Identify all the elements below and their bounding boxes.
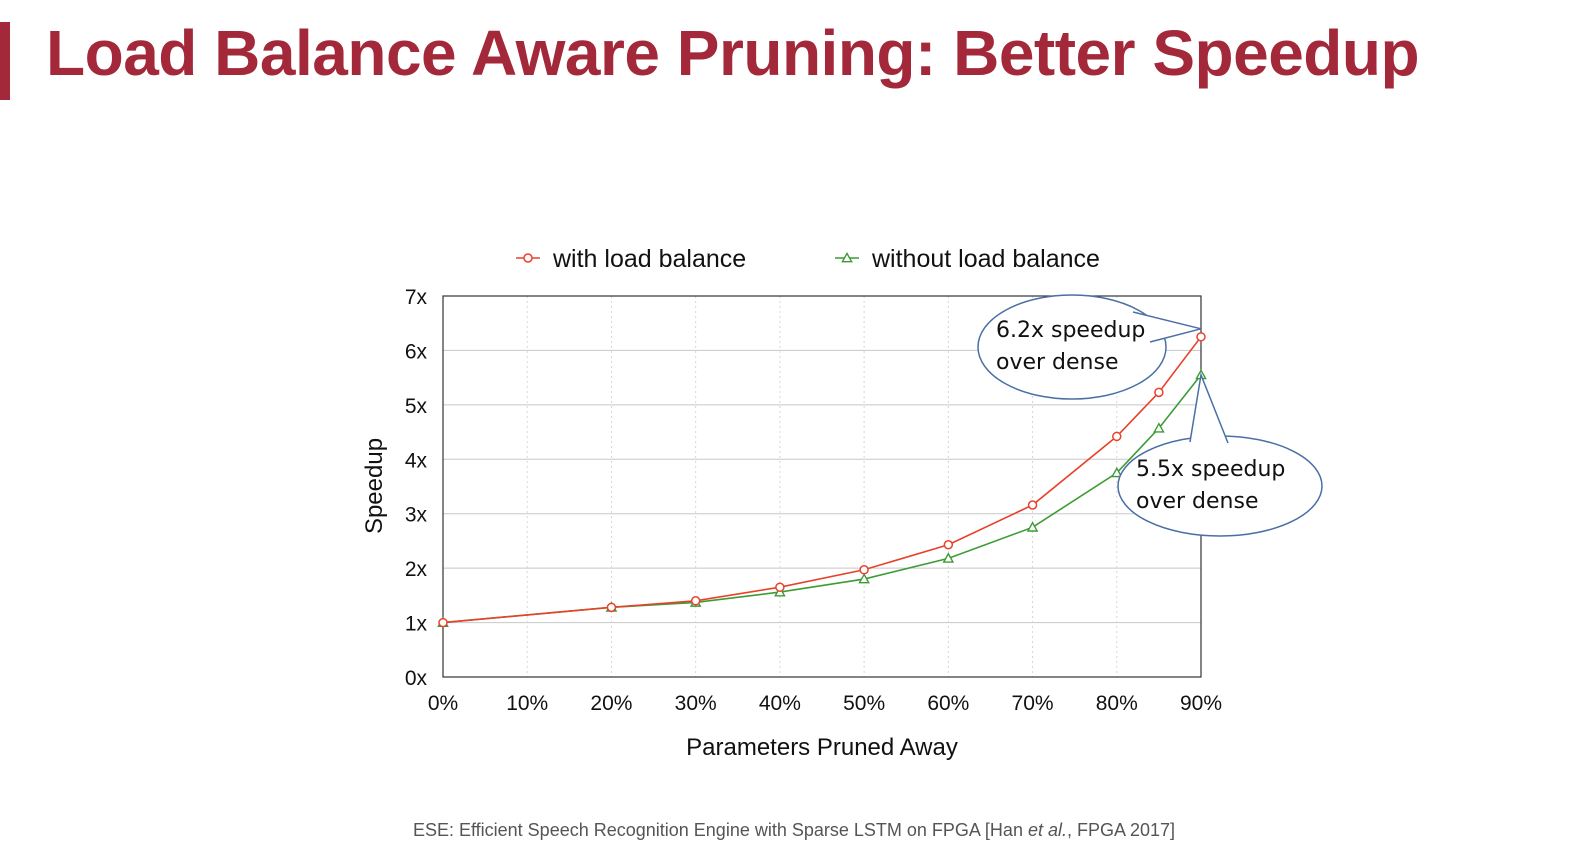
- data-point: [859, 565, 869, 575]
- data-point: [1153, 422, 1165, 433]
- axis-ticks: 0x 1x 2x 3x 4x 5x 6x 7x 0% 10% 20% 30% 40% 50% 60% 70% 8…: [405, 286, 1222, 715]
- x-tick-label: 90%: [1180, 692, 1222, 715]
- legend-item: with load balance: [516, 245, 746, 273]
- callout-pointer: [1132, 311, 1202, 343]
- y-axis-label: Speedup: [361, 438, 388, 534]
- callout-pointer: [1189, 372, 1229, 444]
- x-tick-label: 40%: [759, 692, 801, 715]
- data-point: [943, 539, 954, 550]
- data-point: [1027, 500, 1038, 510]
- y-tick-label: 0x: [405, 667, 428, 690]
- x-tick-label: 80%: [1096, 692, 1138, 715]
- x-tick-label: 10%: [506, 692, 548, 715]
- citation-text: ESE: Efficient Speech Recognition Engine…: [412, 820, 1028, 840]
- data-point: [1196, 332, 1206, 342]
- callout-bubble: [1117, 435, 1323, 537]
- callout-text: over dense: [996, 350, 1119, 375]
- x-tick-label: 50%: [843, 692, 885, 715]
- legend-label: with load balance: [552, 245, 746, 273]
- chart-series: [437, 332, 1207, 628]
- data-point: [1154, 387, 1164, 398]
- data-point: [438, 617, 448, 628]
- callout-text: over dense: [1136, 489, 1259, 514]
- speedup-callout: 5.5x speedup over dense: [1117, 372, 1323, 537]
- y-tick-label: 6x: [405, 340, 428, 363]
- data-point: [942, 552, 955, 563]
- y-tick-label: 5x: [405, 395, 428, 418]
- series-line: [442, 374, 1202, 624]
- y-tick-label: 7x: [405, 286, 428, 309]
- citation-italic: et al.: [1027, 820, 1067, 840]
- x-tick-label: 0%: [428, 692, 458, 715]
- data-point: [858, 572, 870, 584]
- slide-title: Load Balance Aware Pruning: Better Speed…: [46, 17, 1420, 89]
- data-point: [775, 582, 785, 592]
- title-accent-bar: [0, 22, 10, 100]
- data-point: [1112, 431, 1122, 442]
- data-point: [1026, 521, 1039, 532]
- citation-end: , FPGA 2017]: [1066, 820, 1176, 840]
- callout-text: 6.2x speedup: [996, 318, 1145, 343]
- y-tick-label: 4x: [405, 449, 428, 472]
- series-circle: [438, 332, 1206, 628]
- chart-legend: with load balance without load balance: [516, 245, 1100, 273]
- callouts: 6.2x speedup over dense 5.5x speedup over d…: [977, 294, 1323, 537]
- legend-marker: [523, 253, 533, 263]
- y-tick-label: 2x: [405, 558, 428, 581]
- speedup-callout: 6.2x speedup over dense: [977, 294, 1202, 400]
- legend-marker: [841, 251, 853, 263]
- x-axis-label: Parameters Pruned Away: [686, 734, 958, 761]
- y-tick-label: 3x: [405, 504, 428, 527]
- legend-label: without load balance: [871, 245, 1100, 273]
- legend-item: without load balance: [835, 245, 1100, 273]
- y-tick-label: 1x: [405, 613, 428, 636]
- data-point: [1110, 466, 1123, 478]
- x-tick-label: 70%: [1012, 692, 1054, 715]
- citation: ESE: Efficient Speech Recognition Engine…: [0, 820, 1588, 841]
- series-line: [442, 336, 1202, 624]
- series-triangle: [437, 368, 1207, 627]
- data-point: [606, 602, 617, 613]
- callout-pointer-fill: [1190, 374, 1228, 443]
- x-tick-label: 60%: [927, 692, 969, 715]
- callout-pointer-fill: [1133, 312, 1201, 342]
- x-tick-label: 20%: [590, 692, 632, 715]
- data-point: [690, 596, 701, 606]
- callout-text: 5.5x speedup: [1136, 457, 1285, 482]
- callout-bubble: [977, 294, 1167, 400]
- x-tick-label: 30%: [675, 692, 717, 715]
